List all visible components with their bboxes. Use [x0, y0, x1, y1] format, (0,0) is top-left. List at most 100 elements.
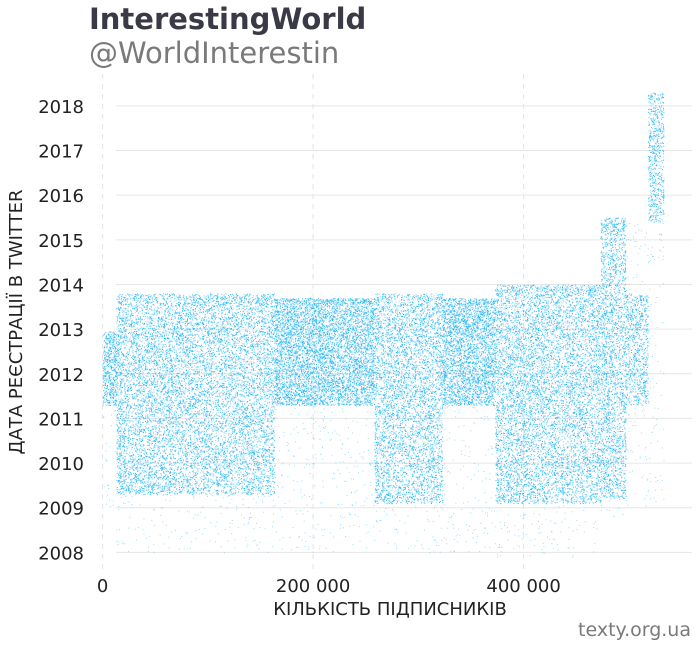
- data-point: [203, 342, 205, 344]
- data-point: [174, 434, 176, 436]
- data-point: [235, 373, 237, 375]
- data-point: [172, 483, 174, 485]
- data-point: [166, 457, 168, 459]
- data-point: [183, 473, 184, 475]
- data-point: [142, 412, 144, 414]
- data-point: [181, 368, 183, 370]
- data-point: [245, 468, 247, 470]
- data-point: [247, 418, 249, 420]
- data-point: [108, 379, 110, 381]
- data-point: [242, 377, 244, 379]
- data-point: [196, 389, 198, 391]
- data-point: [141, 491, 143, 493]
- data-point: [116, 345, 118, 347]
- data-point: [259, 392, 261, 394]
- data-point: [256, 342, 258, 344]
- data-point: [169, 307, 171, 309]
- data-point: [114, 370, 116, 372]
- data-point: [189, 428, 191, 430]
- data-point: [112, 504, 114, 506]
- data-point: [192, 405, 193, 407]
- data-point: [113, 394, 115, 396]
- data-point: [171, 364, 173, 366]
- data-point: [191, 449, 192, 451]
- data-point: [168, 431, 170, 433]
- data-point: [124, 466, 126, 468]
- data-point: [214, 312, 215, 314]
- data-point: [147, 347, 148, 349]
- data-point: [109, 389, 111, 391]
- data-point: [245, 296, 246, 298]
- data-point: [110, 367, 112, 369]
- data-point: [163, 451, 164, 452]
- data-point: [116, 415, 118, 417]
- data-point: [212, 461, 214, 463]
- data-point: [245, 329, 246, 331]
- data-point: [242, 433, 244, 435]
- data-point: [248, 467, 250, 469]
- data-point: [188, 318, 190, 320]
- data-point: [132, 377, 134, 379]
- data-point: [113, 357, 115, 359]
- data-point: [116, 379, 117, 381]
- data-point: [113, 363, 115, 365]
- data-point: [243, 476, 245, 477]
- data-point: [151, 455, 153, 457]
- data-point: [115, 385, 117, 387]
- data-point: [103, 346, 105, 348]
- data-point: [233, 322, 235, 324]
- data-point: [247, 327, 249, 329]
- data-point: [172, 453, 174, 455]
- data-point: [129, 452, 130, 454]
- data-point: [244, 375, 245, 377]
- data-point: [150, 481, 152, 483]
- data-point: [160, 361, 162, 363]
- data-point: [234, 450, 236, 452]
- data-point: [152, 470, 153, 472]
- data-point: [103, 397, 105, 399]
- data-point: [134, 404, 136, 406]
- data-point: [208, 326, 210, 328]
- data-point: [264, 321, 266, 323]
- data-point: [107, 369, 109, 371]
- data-point: [122, 360, 124, 362]
- data-point: [131, 361, 133, 363]
- data-point: [127, 482, 129, 483]
- data-point: [273, 293, 275, 295]
- data-point: [174, 444, 176, 446]
- data-point: [202, 393, 204, 395]
- data-point: [136, 315, 138, 317]
- data-point: [132, 440, 134, 441]
- data-point: [171, 297, 173, 299]
- data-point: [264, 472, 266, 474]
- data-point: [124, 429, 126, 431]
- data-point: [144, 430, 145, 432]
- data-point: [225, 398, 227, 400]
- data-point: [114, 391, 116, 393]
- data-point: [111, 399, 113, 401]
- data-point: [110, 357, 112, 359]
- data-point: [142, 437, 144, 439]
- data-point: [193, 474, 195, 476]
- data-point: [172, 394, 174, 396]
- data-point: [135, 493, 137, 495]
- data-point: [131, 481, 133, 483]
- data-point: [246, 383, 248, 385]
- data-point: [196, 384, 198, 385]
- data-point: [221, 415, 223, 417]
- data-point: [180, 410, 182, 412]
- data-point: [129, 363, 131, 365]
- data-point: [181, 360, 183, 362]
- data-point: [178, 481, 180, 483]
- data-point: [259, 371, 261, 373]
- data-point: [117, 359, 119, 360]
- data-point: [265, 378, 267, 380]
- data-point: [153, 378, 155, 380]
- data-point: [201, 319, 202, 321]
- data-point: [198, 413, 200, 415]
- data-point: [270, 410, 272, 412]
- data-point: [109, 331, 111, 333]
- data-point: [113, 338, 114, 340]
- data-point: [241, 484, 243, 486]
- data-point: [189, 408, 191, 410]
